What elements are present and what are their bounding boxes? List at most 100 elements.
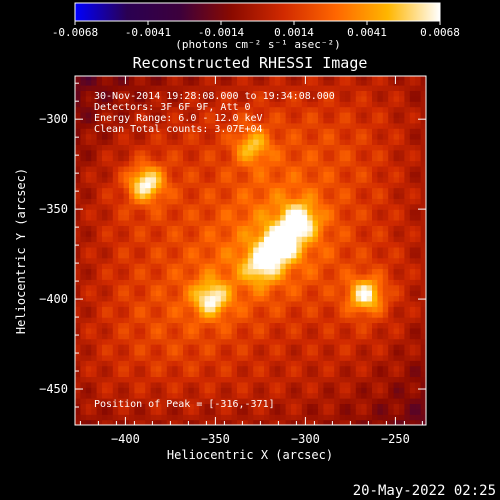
heatmap-cell xyxy=(345,371,351,378)
heatmap-cell xyxy=(409,219,416,226)
heatmap-cell xyxy=(334,398,341,405)
heatmap-cell xyxy=(296,354,303,361)
heatmap-cell xyxy=(129,203,135,210)
heatmap-cell xyxy=(323,90,330,97)
heatmap-cell xyxy=(247,327,254,334)
heatmap-cell xyxy=(118,273,125,280)
heatmap-cell xyxy=(258,252,265,259)
heatmap-cell xyxy=(204,392,211,399)
heatmap-cell xyxy=(210,236,216,243)
heatmap-cell xyxy=(361,371,368,378)
heatmap-cell xyxy=(161,252,168,259)
heatmap-cell xyxy=(355,117,362,124)
heatmap-cell xyxy=(399,76,405,81)
heatmap-cell xyxy=(183,198,189,205)
heatmap-cell xyxy=(264,317,270,324)
heatmap-cell xyxy=(264,165,270,172)
heatmap-cell xyxy=(328,176,335,183)
heatmap-cell xyxy=(269,376,276,383)
heatmap-cell xyxy=(372,138,378,145)
heatmap-cell xyxy=(123,365,130,372)
heatmap-cell xyxy=(150,354,157,361)
heatmap-cell xyxy=(399,387,405,394)
heatmap-cell xyxy=(318,392,324,399)
heatmap-cell xyxy=(345,165,351,172)
heatmap-cell xyxy=(404,371,411,378)
heatmap-cell xyxy=(199,376,206,383)
heatmap-cell xyxy=(388,349,395,356)
heatmap-cell xyxy=(172,230,179,237)
heatmap-cell xyxy=(420,79,426,86)
heatmap-cell xyxy=(139,144,146,151)
heatmap-cell xyxy=(242,84,249,91)
heatmap-cell xyxy=(166,327,173,334)
heatmap-cell xyxy=(75,214,81,221)
heatmap-cell xyxy=(382,371,389,378)
heatmap-cell xyxy=(220,133,227,140)
heatmap-cell xyxy=(193,90,200,97)
heatmap-cell xyxy=(210,333,216,340)
heatmap-cell xyxy=(420,90,426,97)
heatmap-cell xyxy=(280,263,287,270)
heatmap-cell xyxy=(258,381,265,388)
heatmap-cell xyxy=(183,268,189,275)
heatmap-cell xyxy=(80,106,87,113)
heatmap-cell xyxy=(382,165,389,172)
heatmap-cell xyxy=(102,203,108,210)
heatmap-cell xyxy=(226,360,233,367)
heatmap-cell xyxy=(188,252,195,259)
heatmap-cell xyxy=(242,236,249,243)
heatmap-cell xyxy=(280,182,287,189)
heatmap-cell xyxy=(172,155,179,162)
heatmap-cell xyxy=(318,414,324,421)
heatmap-cell xyxy=(166,117,173,124)
heatmap-cell xyxy=(166,76,173,81)
heatmap-cell xyxy=(91,408,98,415)
heatmap-cell xyxy=(382,365,389,372)
heatmap-cell xyxy=(318,117,324,124)
heatmap-cell xyxy=(80,219,87,226)
heatmap-cell xyxy=(193,306,200,313)
heatmap-cell xyxy=(382,398,389,405)
heatmap-cell xyxy=(285,290,292,297)
heatmap-cell xyxy=(301,387,308,394)
heatmap-cell xyxy=(134,403,141,410)
heatmap-cell xyxy=(361,419,368,425)
heatmap-cell xyxy=(393,317,400,324)
heatmap-cell xyxy=(404,198,411,205)
heatmap-cell xyxy=(123,279,130,286)
heatmap-cell xyxy=(372,273,378,280)
heatmap-cells xyxy=(75,76,426,425)
heatmap-cell xyxy=(80,338,87,345)
heatmap-cell xyxy=(318,398,324,405)
heatmap-cell xyxy=(161,322,168,329)
heatmap-cell xyxy=(382,306,389,313)
heatmap-cell xyxy=(166,182,173,189)
heatmap-cell xyxy=(123,398,130,405)
heatmap-cell xyxy=(399,365,405,372)
heatmap-cell xyxy=(274,95,281,102)
heatmap-cell xyxy=(156,354,162,361)
heatmap-cell xyxy=(183,295,189,302)
heatmap-cell xyxy=(285,176,292,183)
heatmap-cell xyxy=(210,408,216,415)
heatmap-cell xyxy=(237,149,243,156)
heatmap-cell xyxy=(145,338,152,345)
heatmap-cell xyxy=(339,338,346,345)
heatmap-cell xyxy=(334,90,341,97)
heatmap-cell xyxy=(85,230,92,237)
heatmap-cell xyxy=(215,381,222,388)
heatmap-cell xyxy=(280,371,287,378)
heatmap-cell xyxy=(393,344,400,351)
heatmap-cell xyxy=(183,241,189,248)
heatmap-cell xyxy=(318,387,324,394)
heatmap-cell xyxy=(150,268,157,275)
heatmap-cell xyxy=(193,79,200,86)
heatmap-cell xyxy=(318,133,324,140)
heatmap-cell xyxy=(404,387,411,394)
heatmap-cell xyxy=(96,311,103,318)
heatmap-cell xyxy=(215,268,222,275)
heatmap-cell xyxy=(237,122,243,129)
heatmap-cell xyxy=(334,144,341,151)
heatmap-cell xyxy=(253,284,260,291)
